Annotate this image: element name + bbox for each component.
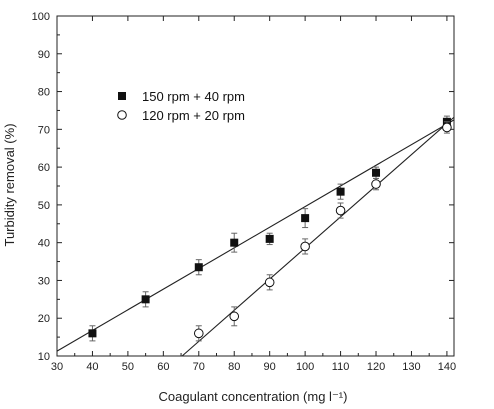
- y-tick-label: 50: [38, 200, 50, 212]
- plot-area-border: [56, 15, 455, 357]
- y-tick-label: 60: [38, 162, 50, 174]
- data-point-series-1: [194, 263, 203, 272]
- data-point-series-1: [301, 214, 310, 223]
- x-tick-label: 40: [86, 361, 98, 373]
- legend-label-series-2: 120 rpm + 20 rpm: [142, 108, 245, 123]
- y-tick-label: 90: [38, 49, 50, 61]
- y-tick-label: 80: [38, 87, 50, 99]
- y-tick-label: 40: [38, 238, 50, 250]
- x-tick-label: 140: [438, 361, 456, 373]
- data-point-series-2: [442, 122, 452, 133]
- x-tick-label: 60: [157, 361, 169, 373]
- y-tick-label: 10: [38, 351, 50, 363]
- x-axis: 30 40 50 60 70 80 90 100 110 120 130 140: [51, 16, 456, 373]
- plot-frame: [56, 15, 455, 357]
- data-point-series-1: [230, 238, 239, 247]
- data-point-series-2: [300, 241, 310, 252]
- y-tick-label: 30: [38, 275, 50, 287]
- data-point-series-1: [88, 329, 97, 338]
- data-point-series-2: [229, 311, 240, 322]
- legend-marker-series-2: [117, 110, 127, 120]
- data-point-series-2: [193, 328, 204, 339]
- y-tick-label: 100: [32, 11, 50, 23]
- x-tick-label: 30: [51, 361, 63, 373]
- data-point-series-1: [372, 168, 381, 177]
- x-tick-label: 50: [122, 361, 134, 373]
- y-tick-label: 70: [38, 124, 50, 136]
- fit-line-series-2: [181, 116, 455, 357]
- x-axis-title: Coagulant concentration (mg l⁻¹): [159, 389, 348, 404]
- x-tick-label: 80: [228, 361, 240, 373]
- data-point-series-2: [371, 179, 381, 189]
- data-point-series-1: [265, 234, 274, 243]
- x-tick-label: 100: [296, 361, 314, 373]
- y-axis: 10 20 30 40 50 60 70 80 90 100: [32, 11, 454, 363]
- data-point-series-1: [141, 295, 150, 304]
- x-tick-label: 120: [367, 361, 385, 373]
- fit-lines: [56, 116, 455, 357]
- y-axis-title: Turbidity removal (%): [2, 123, 17, 246]
- x-tick-label: 130: [402, 361, 420, 373]
- data-point-series-2: [264, 277, 275, 288]
- legend: 150 rpm + 40 rpm 120 rpm + 20 rpm: [117, 89, 245, 123]
- data-point-series-2: [335, 205, 346, 216]
- x-tick-label: 110: [332, 361, 350, 373]
- x-tick-label: 90: [264, 361, 276, 373]
- y-tick-label: 20: [38, 313, 50, 325]
- data-point-series-1: [336, 187, 345, 196]
- data-points: [88, 115, 452, 342]
- x-tick-label: 70: [193, 361, 205, 373]
- legend-marker-series-1: [118, 92, 126, 100]
- fit-line-series-1: [56, 119, 455, 352]
- legend-label-series-1: 150 rpm + 40 rpm: [142, 89, 245, 104]
